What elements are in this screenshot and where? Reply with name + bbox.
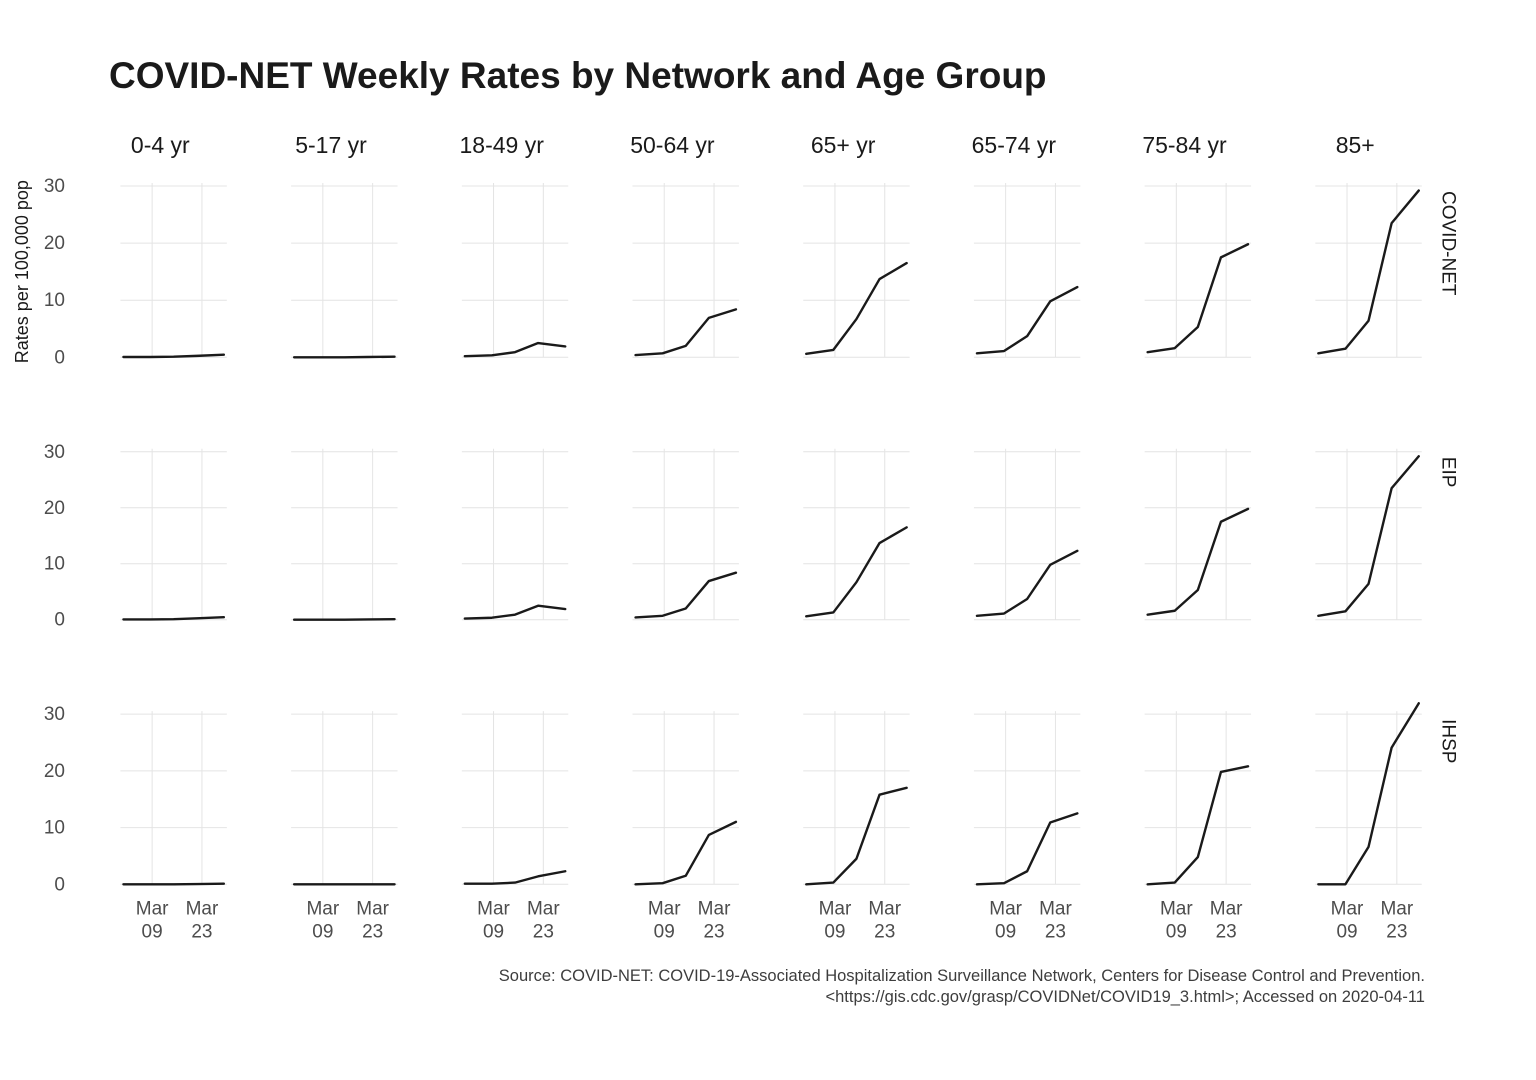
svg-text:85+: 85+ (1336, 132, 1375, 158)
svg-text:COVID-NET: COVID-NET (1438, 191, 1459, 296)
svg-text:65-74 yr: 65-74 yr (972, 132, 1057, 158)
svg-text:5-17 yr: 5-17 yr (295, 132, 367, 158)
svg-text:IHSP: IHSP (1438, 719, 1459, 763)
svg-text:18-49 yr: 18-49 yr (460, 132, 545, 158)
svg-text:20: 20 (44, 498, 65, 519)
svg-text:0: 0 (54, 874, 65, 895)
svg-text:0: 0 (54, 610, 65, 631)
svg-text:65+ yr: 65+ yr (811, 132, 876, 158)
svg-text:20: 20 (44, 233, 65, 254)
svg-text:20: 20 (44, 761, 65, 782)
svg-text:10: 10 (44, 554, 65, 575)
svg-text:30: 30 (44, 704, 65, 725)
svg-text:0: 0 (54, 347, 65, 368)
svg-text:10: 10 (44, 818, 65, 839)
svg-text:10: 10 (44, 290, 65, 311)
svg-text:75-84 yr: 75-84 yr (1142, 132, 1227, 158)
svg-text:EIP: EIP (1438, 457, 1459, 488)
svg-text:30: 30 (44, 176, 65, 197)
svg-text:0-4 yr: 0-4 yr (131, 132, 190, 158)
svg-text:Rates per 100,000 pop: Rates per 100,000 pop (12, 180, 32, 363)
svg-text:50-64 yr: 50-64 yr (630, 132, 715, 158)
svg-text:30: 30 (44, 442, 65, 463)
